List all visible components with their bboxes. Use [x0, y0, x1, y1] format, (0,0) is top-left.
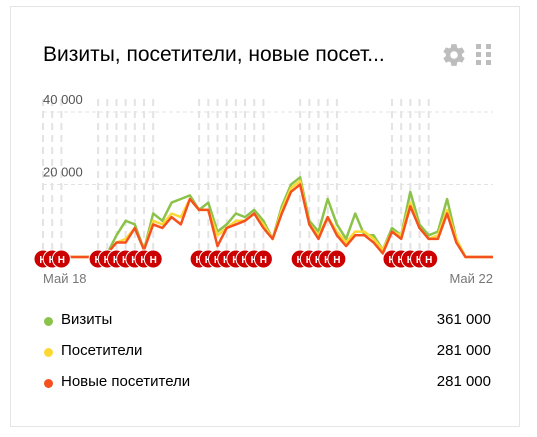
- event-marker: [143, 249, 163, 269]
- event-marker: [51, 249, 71, 269]
- y-tick-label: 40 000: [43, 92, 83, 107]
- legend-value: 281 000: [436, 342, 491, 359]
- gear-icon[interactable]: [441, 42, 467, 68]
- event-marker-label: Н: [150, 255, 157, 266]
- event-marker: [327, 249, 347, 269]
- event-marker: [253, 249, 273, 269]
- event-marker-label: Н: [260, 255, 267, 266]
- legend-item-visits[interactable]: Визиты 361 000: [43, 311, 493, 342]
- legend-dot-new-visitors: [44, 379, 53, 388]
- legend-dot-visits: [44, 317, 53, 326]
- event-marker-label: Н: [425, 255, 432, 266]
- x-tick-label: Май 18: [43, 271, 87, 286]
- legend-dot-visitors: [44, 348, 53, 357]
- legend-item-visitors[interactable]: Посетители 281 000: [43, 342, 493, 373]
- y-tick-label: 20 000: [43, 165, 83, 180]
- legend-label: Визиты: [61, 311, 113, 328]
- legend-value: 281 000: [436, 373, 491, 390]
- event-marker: [419, 249, 439, 269]
- event-marker-label: Н: [333, 255, 340, 266]
- x-tick-label: Май 22: [449, 271, 493, 286]
- series-line-0: [43, 176, 493, 259]
- legend-label: Новые посетители: [61, 373, 191, 390]
- chart-legend: Визиты 361 000 Посетители 281 000 Новые …: [43, 311, 493, 404]
- legend-label: Посетители: [61, 342, 143, 359]
- series-line-2: [43, 183, 493, 259]
- event-marker-label: Н: [58, 255, 65, 266]
- legend-value: 361 000: [436, 311, 491, 328]
- legend-item-new-visitors[interactable]: Новые посетители 281 000: [43, 373, 493, 404]
- drag-handle-icon[interactable]: [475, 43, 493, 67]
- widget-card: Визиты, посетители, новые посет... 20 00…: [10, 6, 520, 427]
